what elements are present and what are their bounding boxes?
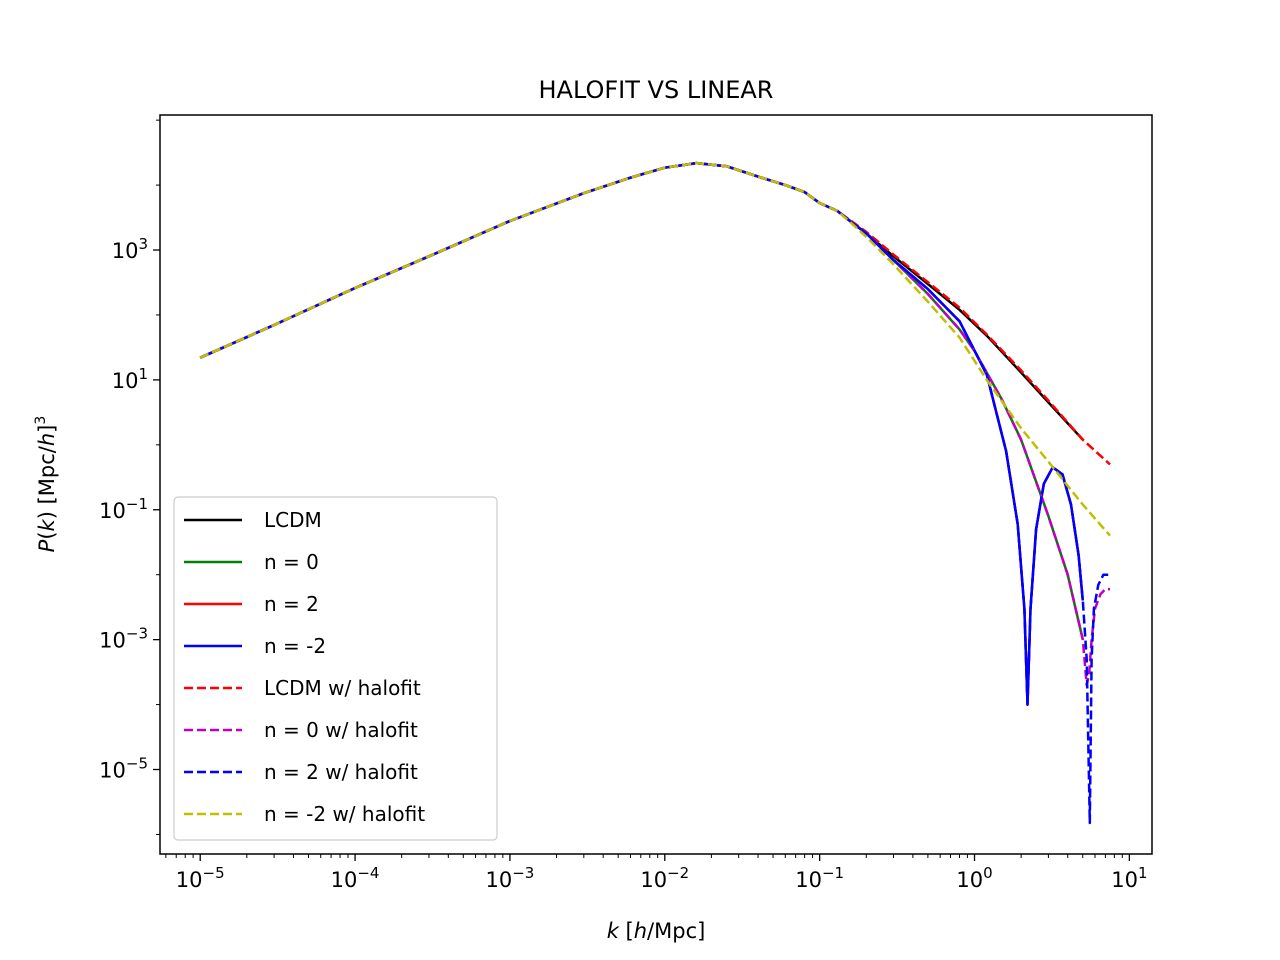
y-tick-label: 101 [112,365,148,393]
chart-title: HALOFIT VS LINEAR [539,76,774,104]
series-line-8 [199,161,1111,537]
y-tick-label: 103 [112,235,148,263]
legend-label: n = -2 w/ halofit [264,802,425,826]
x-tick-label: 10−1 [795,864,844,892]
legend: LCDM n = 0 n = 2 n = -2 LCDM w/ halofit n = 0… [173,496,498,841]
ticks-layer: 10−5 10−4 10−3 10−2 10−1 100 101 10−5 10−3 10−1 10… [99,119,1148,892]
legend-label: LCDM [264,508,322,532]
x-tick-label: 101 [1111,864,1147,892]
x-tick-label: 10−4 [331,864,380,892]
legend-label: n = 2 [264,592,319,616]
x-axis-label-text: k [h/Mpc] [607,919,706,943]
x-tick-label: 10−5 [176,864,225,892]
legend-label: n = 2 w/ halofit [264,760,418,784]
x-tick-label: 100 [956,864,992,892]
x-tick-label: 10−2 [640,864,689,892]
y-tick-label: 10−5 [99,755,148,783]
y-tick-label: 10−1 [99,495,148,523]
plot-frame [159,114,1153,855]
legend-label: n = 0 w/ halofit [264,718,418,742]
legend-label: n = 0 [264,550,319,574]
legend-label: LCDM w/ halofit [264,676,421,700]
y-axis-label: P(k) [Mpc/h]3 [33,416,59,553]
legend-label: n = -2 [264,634,326,658]
y-tick-label: 10−3 [99,625,148,653]
series-layer [199,161,1111,825]
legend-box [173,496,498,841]
x-tick-label: 10−3 [485,864,534,892]
y-axis-label-text: P(k) [Mpc/h]3 [33,416,59,553]
x-axis-label: k [h/Mpc] [607,919,706,943]
